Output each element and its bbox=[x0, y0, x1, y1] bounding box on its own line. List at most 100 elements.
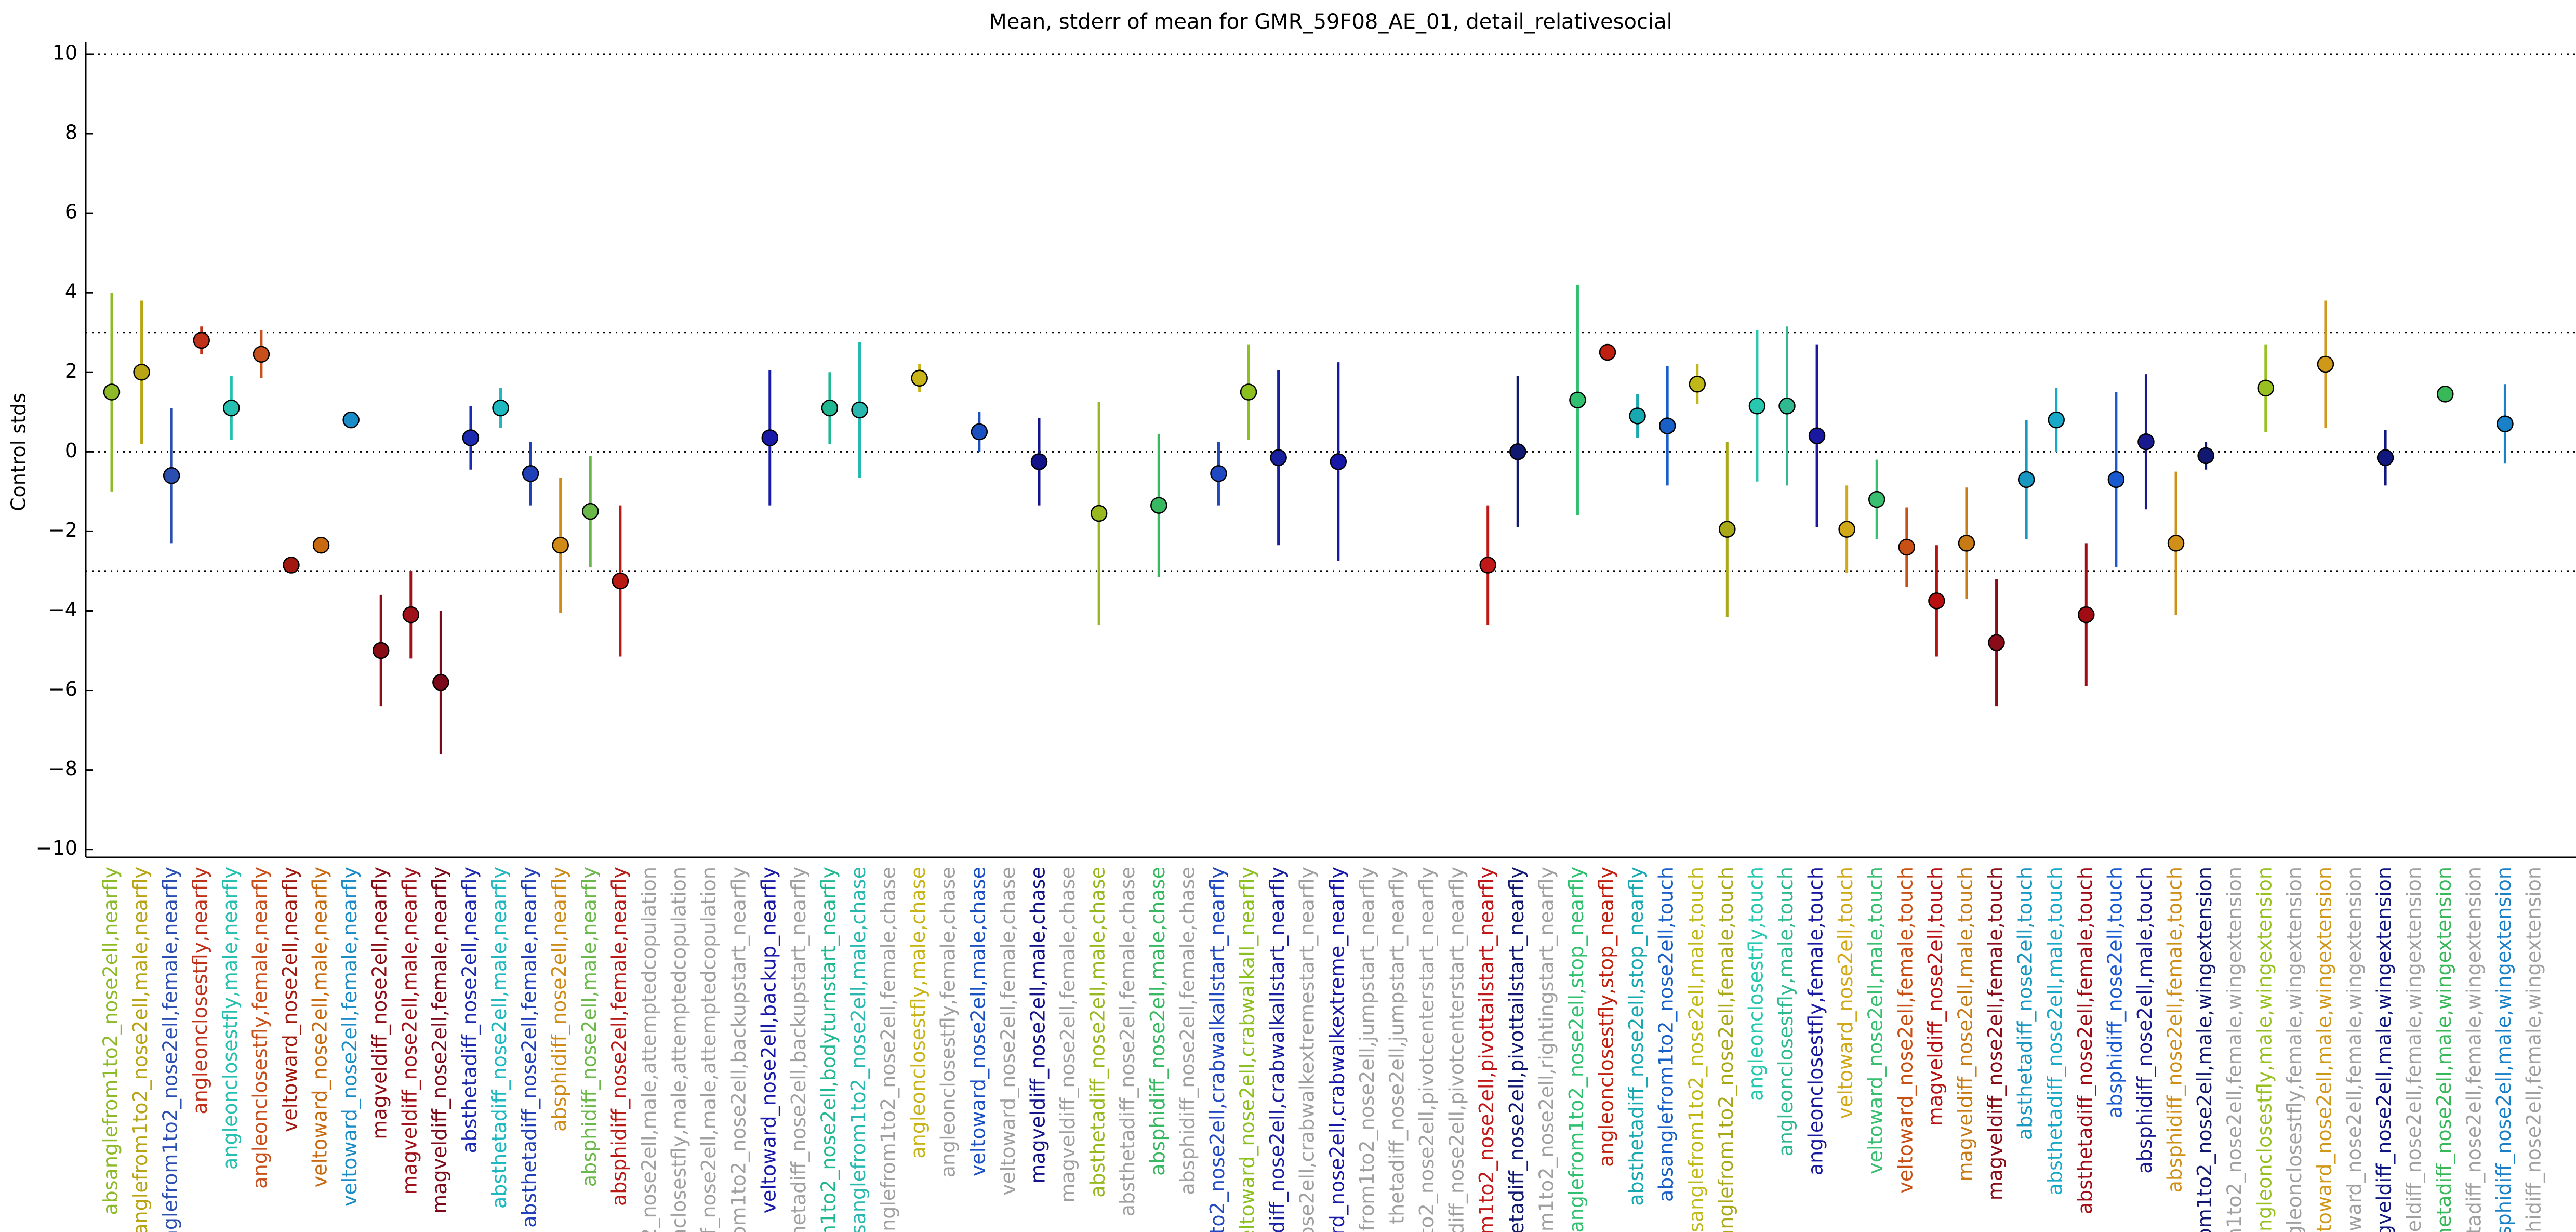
x-tick-label: rom1to2_nose2ell,male,wingextension bbox=[2193, 867, 2216, 1232]
x-tick-label: veltoward_nose2ell,female,touch bbox=[1894, 867, 1917, 1194]
x-tick-label: absanglefrom1to2_nose2ell,nearfly bbox=[99, 867, 122, 1215]
x-tick-label: bsphidiff_nose2ell,male,wingextension bbox=[2492, 867, 2515, 1232]
mean-point bbox=[163, 467, 180, 484]
y-tick-label: −2 bbox=[48, 519, 77, 541]
x-tick-label: eltoward_nose2ell,male,wingextension bbox=[2313, 867, 2335, 1232]
x-tick-label: absthetadiff_nose2ell,touch bbox=[2014, 867, 2037, 1140]
x-tick-label: magveldiff_nose2ell,female,nearfly bbox=[428, 867, 451, 1214]
x-tick-label: magveldiff_nose2ell,male,chase bbox=[1026, 867, 1049, 1184]
x-tick-label: 1to2_nose2ell,crabwalkallstart_nearfly bbox=[1206, 867, 1229, 1232]
x-tick-label: angleonclosestfly,female,nearfly bbox=[248, 867, 271, 1189]
x-tick-label: absthetadiff_nose2ell,stop_nearfly bbox=[1625, 867, 1648, 1206]
x-tick-label: absphidiff_nose2ell,male,nearfly bbox=[578, 867, 601, 1187]
x-tick-label: thetadiff_nose2ell,jumpstart_nearfly bbox=[1385, 867, 1408, 1224]
x-tick-label: absthetadiff_nose2ell,female,nearfly bbox=[518, 867, 541, 1228]
mean-point bbox=[1509, 443, 1526, 460]
x-tick-label: magveldiff_nose2ell,female,chase bbox=[1056, 867, 1079, 1202]
mean-point bbox=[1270, 449, 1287, 467]
mean-point bbox=[193, 332, 210, 349]
mean-point bbox=[1778, 398, 1796, 415]
mean-point bbox=[971, 423, 988, 441]
x-tick-label: f1to2_nose2ell,pivotcenterstart_nearfly bbox=[1415, 867, 1438, 1232]
x-tick-label: veltoward_nose2ell,male,chase bbox=[966, 867, 989, 1176]
mean-point bbox=[582, 502, 599, 520]
mean-point bbox=[552, 536, 569, 554]
mean-point bbox=[133, 364, 150, 381]
x-tick-label: absthetadiff_nose2ell,female,chase bbox=[1116, 867, 1139, 1216]
x-tick-label: veltoward_nose2ell,touch bbox=[1834, 867, 1857, 1119]
mean-point bbox=[1898, 538, 1916, 556]
y-tick-label: −8 bbox=[48, 757, 77, 780]
x-tick-label: magveldiff_nose2ell,male,touch bbox=[1954, 867, 1976, 1182]
x-tick-label: magveldiff_nose2ell,nearfly bbox=[368, 867, 391, 1140]
x-tick-label: thetadiff_nose2ell,pivottailstart_nearfl… bbox=[1505, 867, 1528, 1232]
mean-point bbox=[283, 557, 300, 574]
x-tick-label: veltoward_nose2ell,crabwalkall_nearfly bbox=[1236, 867, 1259, 1232]
x-tick-label: angleonclosestfly,male,wingextension bbox=[2253, 867, 2276, 1232]
x-tick-label: o2_nose2ell,male,attemptedcopulation bbox=[638, 867, 660, 1232]
mean-point bbox=[1748, 398, 1766, 415]
mean-point bbox=[761, 429, 779, 446]
chart-title: Mean, stderr of mean for GMR_59F08_AE_01… bbox=[989, 10, 1672, 34]
x-tick-label: absanglefrom1to2_nose2ell,touch bbox=[1655, 867, 1678, 1202]
x-tick-label: onclosestfly,male,attemptedcopulation bbox=[668, 867, 691, 1232]
x-tick-label: rom1to2_nose2ell,pivottailstart_nearfly bbox=[1475, 867, 1498, 1232]
y-tick-label: 6 bbox=[65, 201, 77, 223]
mean-point bbox=[1928, 592, 1945, 610]
x-tick-label: lefrom1to2_nose2ell,jumpstart_nearfly bbox=[1356, 867, 1378, 1232]
mean-point bbox=[2137, 433, 2155, 451]
x-tick-label: angleonclosestfly,male,chase bbox=[907, 867, 930, 1159]
mean-point bbox=[1988, 634, 2005, 651]
mean-point bbox=[2317, 355, 2334, 373]
mean-point bbox=[612, 572, 629, 590]
mean-point bbox=[2167, 535, 2185, 552]
x-tick-label: magveldiff_nose2ell,touch bbox=[1924, 867, 1947, 1126]
mean-point bbox=[2376, 449, 2394, 467]
mean-point bbox=[2107, 471, 2125, 488]
x-tick-label: absphidiff_nose2ell,female,chase bbox=[1176, 867, 1199, 1195]
mean-point bbox=[312, 536, 330, 554]
x-tick-label: absthetadiff_nose2ell,female,touch bbox=[2074, 867, 2096, 1214]
mean-point bbox=[402, 606, 420, 624]
x-tick-label: thetadiff_nose2ell,male,wingextension bbox=[2433, 867, 2455, 1232]
mean-point bbox=[432, 673, 449, 691]
mean-point bbox=[851, 401, 868, 419]
mean-point bbox=[1330, 453, 1347, 470]
mean-point bbox=[2437, 386, 2454, 403]
mean-point bbox=[1240, 383, 1257, 401]
x-tick-label: angleonclosestfly,nearfly bbox=[189, 867, 211, 1115]
x-tick-label: angleonclosestfly,male,touch bbox=[1774, 867, 1797, 1156]
mean-point bbox=[2197, 447, 2214, 465]
mean-point bbox=[2078, 606, 2095, 624]
mean-point bbox=[2497, 415, 2514, 433]
x-tick-label: ngleonclosestfly,female,wingextension bbox=[2283, 867, 2306, 1232]
x-tick-label: anglefrom1to2_nose2ell,female,chase bbox=[877, 867, 900, 1232]
x-tick-label: thetadiff_nose2ell,backupstart_nearfly bbox=[787, 867, 810, 1232]
mean-point bbox=[1958, 535, 1975, 552]
x-tick-label: iff_nose2ell,male,attemptedcopulation bbox=[697, 867, 720, 1232]
x-tick-label: absphidiff_nose2ell,nearfly bbox=[548, 867, 570, 1132]
x-tick-label: veltoward_nose2ell,male,nearfly bbox=[309, 867, 331, 1187]
y-tick-label: 0 bbox=[65, 439, 77, 462]
mean-point bbox=[1210, 465, 1227, 482]
mean-point bbox=[492, 399, 509, 417]
x-tick-label: veltoward_nose2ell,nearfly bbox=[278, 867, 301, 1132]
x-tick-label: anglefrom1to2_nose2ell,female,nearfly bbox=[159, 867, 182, 1232]
mean-point bbox=[1719, 521, 1736, 538]
x-tick-label: adiff_nose2ell,crabwalkallstart_nearfly bbox=[1266, 867, 1289, 1232]
mean-point bbox=[372, 642, 390, 659]
x-tick-label: ard_nose2ell,crabwalkextreme_nearfly bbox=[1325, 867, 1348, 1232]
x-tick-label: absthetadiff_nose2ell,male,touch bbox=[2043, 867, 2066, 1195]
x-tick-label: absphidiff_nose2ell,male,touch bbox=[2133, 867, 2156, 1174]
x-tick-label: absthetadiff_nose2ell,male,chase bbox=[1086, 867, 1109, 1198]
x-tick-label: sanglefrom1to2_nose2ell,stop_nearfly bbox=[1565, 867, 1588, 1232]
x-tick-label: adiff_nose2ell,pivotcenterstart_nearfly bbox=[1445, 867, 1468, 1232]
x-tick-label: veltoward_nose2ell,male,touch bbox=[1864, 867, 1887, 1174]
mean-point bbox=[1808, 427, 1826, 444]
y-tick-label: −6 bbox=[48, 678, 77, 700]
mean-point bbox=[253, 346, 270, 363]
x-tick-label: agveldiff_nose2ell,male,wingextension bbox=[2373, 867, 2396, 1232]
x-tick-label: gveldiff_nose2ell,female,wingextension bbox=[2402, 867, 2425, 1232]
x-tick-label: m1to2_nose2ell,female,wingextension bbox=[2223, 867, 2246, 1232]
